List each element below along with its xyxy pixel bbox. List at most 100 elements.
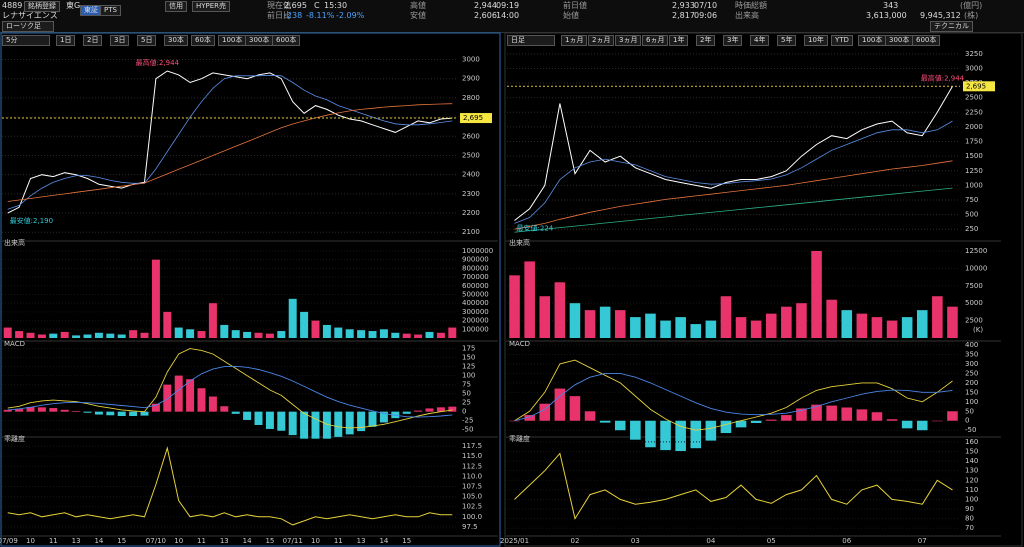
- volume-bar: [645, 313, 656, 338]
- volume-bar: [414, 334, 423, 338]
- volume-bar: [630, 317, 641, 338]
- stock-name: レナサイエンス: [2, 11, 58, 20]
- period-button[interactable]: 60本: [191, 35, 215, 46]
- volume-bar: [231, 330, 240, 338]
- period-button[interactable]: 3ヵ月: [615, 35, 642, 46]
- histogram-bar: [645, 420, 656, 448]
- x-tick-label: 13: [220, 537, 229, 545]
- volume-bar: [265, 333, 274, 338]
- quote-value: 9,945,312: [920, 11, 961, 20]
- period-button[interactable]: 2年: [696, 35, 716, 46]
- quote-label: 前日値: [563, 1, 587, 10]
- period-button[interactable]: 300本: [885, 35, 914, 46]
- x-tick-label: 2025/01: [500, 537, 529, 545]
- technical-button[interactable]: テクニカル: [930, 21, 973, 32]
- histogram-bar: [539, 403, 551, 421]
- y-tick-label: 80: [965, 515, 974, 523]
- histogram-bar: [129, 411, 138, 416]
- quote-value: 3,613,000: [866, 11, 907, 20]
- y-tick-label: 0: [965, 417, 969, 425]
- period-button[interactable]: 10年: [804, 35, 828, 46]
- y-tick-label: -50: [965, 426, 976, 434]
- period-button[interactable]: 2日: [83, 35, 103, 46]
- period-select[interactable]: 日足: [507, 35, 555, 46]
- period-select[interactable]: 5分: [2, 35, 50, 46]
- current-box: [963, 81, 995, 92]
- volume-bar: [554, 282, 566, 338]
- volume-bar: [322, 324, 331, 338]
- volume-bar: [26, 332, 35, 338]
- quote-flag: C: [314, 1, 320, 10]
- right-frame: [504, 32, 1023, 547]
- period-button[interactable]: 1日: [56, 35, 76, 46]
- histogram-bar: [599, 420, 611, 423]
- period-button[interactable]: 4年: [750, 35, 770, 46]
- y-tick-label: 200000: [462, 317, 489, 325]
- y-tick-label: 160: [965, 438, 978, 446]
- period-button[interactable]: 30本: [164, 35, 188, 46]
- quote-value: -238: [284, 11, 303, 20]
- y-tick-label: 1750: [965, 138, 983, 146]
- period-button[interactable]: 600本: [912, 35, 941, 46]
- volume-bar: [781, 306, 792, 338]
- volume-bar: [117, 334, 126, 338]
- series-line: [514, 160, 953, 230]
- period-button[interactable]: YTD: [831, 35, 853, 46]
- y-tick-label: 350: [965, 350, 978, 358]
- period-button[interactable]: 100本: [858, 35, 887, 46]
- y-tick-label: 150: [965, 448, 978, 456]
- volume-bar: [129, 330, 138, 338]
- period-button[interactable]: 100本: [218, 35, 247, 46]
- quote-label: 前日比: [267, 11, 291, 20]
- volume-bar: [448, 327, 457, 338]
- volume-bar: [345, 329, 354, 338]
- histogram-bar: [436, 407, 445, 412]
- register-button[interactable]: 銘柄登録: [24, 1, 60, 12]
- y-tick-label: 107.5: [462, 483, 482, 491]
- y-tick-label: 1000: [965, 181, 983, 189]
- histogram-bar: [379, 411, 388, 423]
- period-button[interactable]: 6ヵ月: [642, 35, 669, 46]
- period-button[interactable]: 3年: [723, 35, 743, 46]
- macd-line: [7, 365, 453, 418]
- hyper-button[interactable]: HYPER売: [192, 1, 231, 12]
- histogram-bar: [675, 420, 686, 452]
- period-button[interactable]: 5年: [777, 35, 797, 46]
- period-button[interactable]: 3日: [110, 35, 130, 46]
- volume-bar: [705, 320, 717, 338]
- histogram-bar: [174, 375, 183, 412]
- volume-bar: [599, 306, 611, 338]
- period-button[interactable]: 1ヵ月: [561, 35, 588, 46]
- period-button[interactable]: 5日: [137, 35, 157, 46]
- period-button[interactable]: 600本: [272, 35, 301, 46]
- quote-label: 現在値: [267, 1, 291, 10]
- volume-bar: [932, 296, 943, 338]
- volume-bar: [140, 332, 149, 338]
- volume-bar: [871, 317, 883, 338]
- volume-bar: [311, 320, 320, 338]
- volume-bar: [886, 320, 898, 338]
- period-button[interactable]: 300本: [245, 35, 274, 46]
- histogram-bar: [83, 411, 92, 413]
- volume-bar: [37, 334, 46, 338]
- y-tick-label: 12500: [965, 247, 987, 255]
- period-button[interactable]: 1年: [669, 35, 689, 46]
- quote-value: 2,695: [284, 1, 307, 10]
- volume-bar: [901, 317, 913, 338]
- y-tick-label: -25: [462, 417, 473, 425]
- margin-button[interactable]: 信用: [165, 1, 187, 12]
- pts-button[interactable]: PTS: [100, 5, 121, 16]
- y-tick-label: 50: [462, 390, 471, 398]
- panel-title: MACD: [509, 340, 530, 348]
- series-line: [7, 103, 453, 202]
- y-tick-label: 110: [965, 486, 978, 494]
- y-tick-label: 400000: [462, 299, 489, 307]
- code: 4889: [2, 1, 23, 10]
- histogram-bar: [357, 411, 366, 432]
- period-button[interactable]: 2ヵ月: [588, 35, 615, 46]
- volume-bar: [796, 303, 807, 338]
- y-tick-label: 1500: [965, 152, 983, 160]
- volume-bar: [402, 333, 411, 338]
- histogram-bar: [37, 407, 46, 412]
- chart-style-select[interactable]: ローソク足: [2, 21, 54, 32]
